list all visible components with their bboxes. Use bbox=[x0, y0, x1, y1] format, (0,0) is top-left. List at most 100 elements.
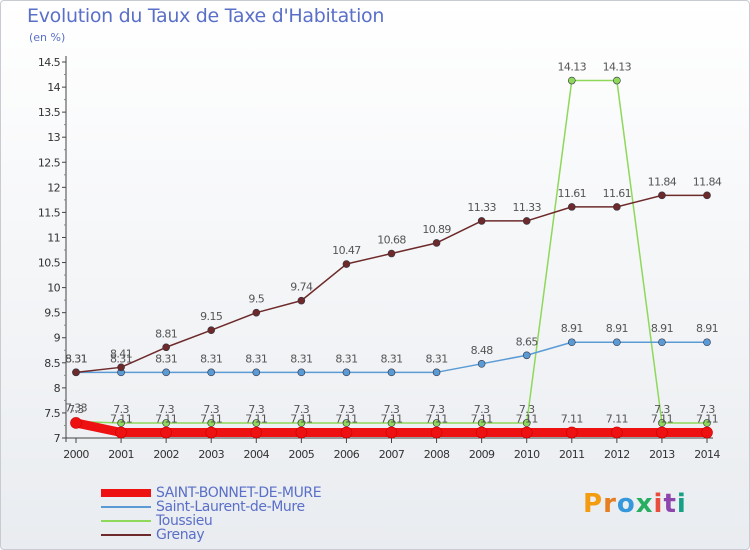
data-point bbox=[477, 419, 486, 427]
data-point bbox=[160, 426, 172, 439]
data-point bbox=[520, 426, 533, 439]
data-point bbox=[432, 419, 441, 427]
data-label: 11.84 bbox=[648, 175, 677, 188]
data-label: 8.31 bbox=[65, 352, 87, 365]
x-tick-label: 2002 bbox=[153, 448, 179, 461]
data-point bbox=[252, 368, 261, 377]
data-point bbox=[162, 419, 170, 427]
data-point bbox=[385, 426, 398, 439]
data-label: 8.31 bbox=[65, 352, 87, 365]
data-label: 7.11 bbox=[471, 412, 493, 425]
data-point bbox=[658, 338, 666, 347]
data-label: 10.89 bbox=[422, 223, 451, 236]
x-tick-label: 2004 bbox=[243, 448, 269, 461]
data-point bbox=[565, 426, 578, 439]
data-label: 8.31 bbox=[290, 352, 312, 365]
legend-label: Saint-Laurent-de-Mure bbox=[156, 499, 305, 515]
data-label: 8.31 bbox=[200, 352, 222, 365]
x-tick-label: 2012 bbox=[604, 448, 630, 461]
data-label: 10.68 bbox=[377, 234, 406, 247]
data-label: 8.31 bbox=[110, 352, 132, 365]
logo-letter: o bbox=[616, 489, 636, 519]
data-point bbox=[658, 191, 666, 200]
y-tick-label: 13 bbox=[47, 131, 60, 144]
x-tick-label: 2011 bbox=[559, 448, 585, 461]
data-point bbox=[567, 338, 576, 347]
data-label: 7.3 bbox=[294, 403, 310, 416]
data-point bbox=[703, 191, 711, 200]
data-point bbox=[297, 296, 306, 305]
data-label: 11.61 bbox=[558, 187, 587, 200]
data-point bbox=[477, 360, 486, 368]
logo-letter: x bbox=[635, 489, 654, 519]
proxiti-logo: Proxiti bbox=[583, 489, 687, 519]
data-label: 7.11 bbox=[516, 412, 538, 425]
data-label: 7.3 bbox=[519, 403, 535, 416]
chart-subtitle: (en %) bbox=[29, 31, 66, 44]
data-label: 11.61 bbox=[603, 187, 632, 200]
y-tick-label: 9.5 bbox=[44, 307, 60, 320]
data-point bbox=[613, 76, 621, 85]
data-label: 7.11 bbox=[245, 412, 267, 425]
x-tick-label: 2014 bbox=[694, 448, 720, 461]
data-label: 7.33 bbox=[65, 401, 88, 414]
logo-letter: i bbox=[676, 489, 687, 519]
data-label: 7.3 bbox=[158, 403, 174, 416]
data-label: 8.31 bbox=[155, 352, 177, 365]
data-label: 8.91 bbox=[651, 322, 673, 335]
x-tick-label: 2006 bbox=[334, 448, 360, 461]
data-label: 7.3 bbox=[474, 403, 490, 416]
legend-label: Toussieu bbox=[156, 513, 213, 529]
y-tick-label: 12 bbox=[47, 181, 60, 194]
legend-item: Saint-Laurent-de-Mure bbox=[101, 500, 321, 514]
data-label: 8.41 bbox=[110, 347, 132, 360]
data-point bbox=[475, 426, 488, 439]
y-tick-label: 12.5 bbox=[38, 156, 61, 169]
x-tick-label: 2009 bbox=[469, 448, 495, 461]
data-label: 7.3 bbox=[68, 403, 84, 416]
data-point bbox=[207, 419, 216, 427]
data-point bbox=[72, 368, 80, 377]
legend-swatch bbox=[101, 489, 151, 497]
logo-letter: r bbox=[603, 489, 617, 519]
data-point bbox=[611, 426, 623, 439]
data-point bbox=[656, 426, 668, 439]
x-tick-label: 2003 bbox=[198, 448, 224, 461]
data-label: 7.11 bbox=[155, 412, 177, 425]
data-point bbox=[342, 260, 351, 268]
data-label: 8.31 bbox=[426, 352, 448, 365]
series-line bbox=[75, 194, 708, 374]
legend-swatch bbox=[101, 506, 151, 508]
data-point bbox=[613, 338, 621, 347]
legend: SAINT-BONNET-DE-MURE Saint-Laurent-de-Mur… bbox=[101, 485, 322, 543]
data-label: 11.33 bbox=[512, 201, 541, 214]
data-label: 14.13 bbox=[558, 61, 587, 74]
data-label: 9.74 bbox=[290, 281, 313, 294]
data-label: 7.11 bbox=[426, 412, 448, 425]
y-tick-label: 9 bbox=[54, 332, 61, 345]
data-label: 7.3 bbox=[429, 403, 445, 416]
data-label: 8.91 bbox=[561, 322, 583, 335]
data-label: 8.31 bbox=[380, 352, 402, 365]
x-tick-label: 2007 bbox=[379, 448, 405, 461]
data-point bbox=[567, 203, 576, 211]
data-point bbox=[297, 419, 306, 427]
data-label: 7.3 bbox=[654, 403, 670, 416]
logo-letter: i bbox=[653, 489, 664, 519]
data-point bbox=[297, 368, 306, 377]
data-point bbox=[432, 368, 441, 377]
data-point bbox=[387, 249, 396, 258]
y-tick-label: 13.5 bbox=[38, 106, 61, 119]
legend-label: SAINT-BONNET-DE-MURE bbox=[156, 485, 322, 501]
data-label: 7.11 bbox=[290, 412, 312, 425]
data-label: 7.11 bbox=[651, 412, 673, 425]
y-tick-label: 14.5 bbox=[38, 56, 61, 69]
y-tick-label: 8.5 bbox=[44, 357, 60, 370]
data-point bbox=[207, 326, 216, 335]
data-label: 8.65 bbox=[516, 335, 539, 348]
data-label: 7.3 bbox=[113, 403, 129, 416]
legend-label: Grenay bbox=[156, 527, 205, 543]
x-tick-label: 2001 bbox=[108, 448, 134, 461]
